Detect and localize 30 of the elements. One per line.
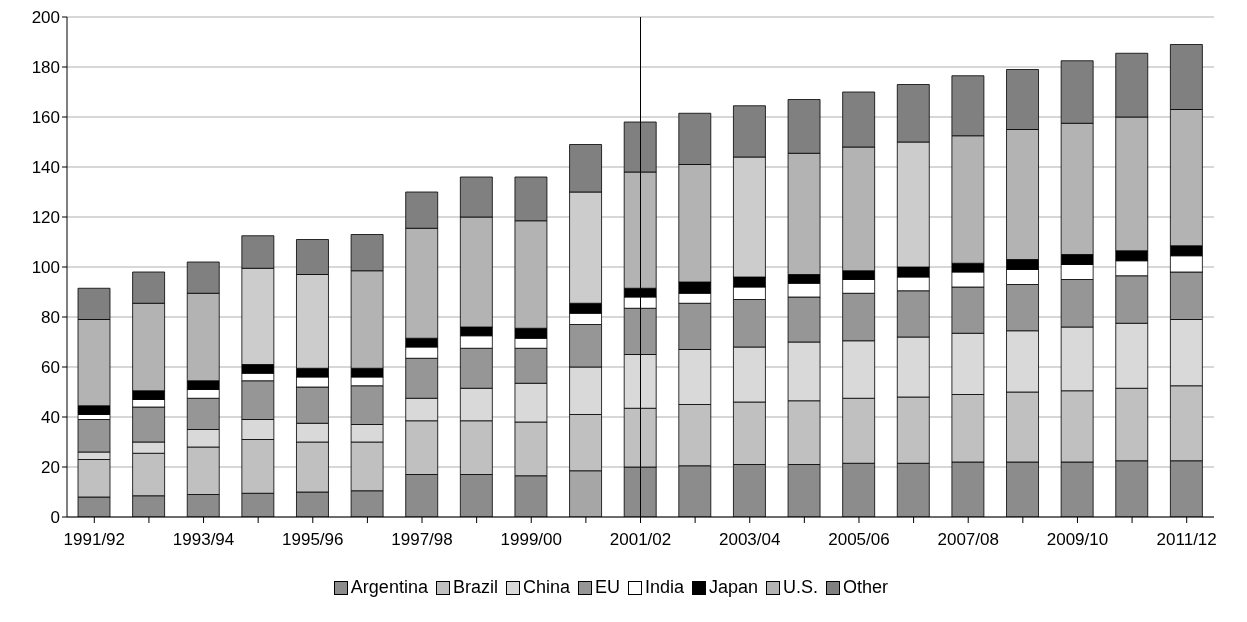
y-tick-label: 0 xyxy=(50,508,60,528)
y-tick-label: 140 xyxy=(31,158,60,178)
y-tick-label: 160 xyxy=(31,108,60,128)
x-tick-label: 2005/06 xyxy=(828,530,890,550)
x-tick-label: 1999/00 xyxy=(500,530,562,550)
legend-label: Japan xyxy=(709,577,759,598)
x-tick-label: 2003/04 xyxy=(719,530,781,550)
y-tick-label: 120 xyxy=(31,208,60,228)
y-tick-label: 200 xyxy=(31,8,60,28)
y-tick-label: 20 xyxy=(41,458,60,478)
x-tick-label: 1995/96 xyxy=(282,530,344,550)
y-tick-label: 100 xyxy=(31,258,60,278)
x-tick-label: 2001/02 xyxy=(609,530,672,550)
legend-label: India xyxy=(644,577,685,598)
x-tick-label: 2011/12 xyxy=(1156,530,1217,550)
y-tick-label: 80 xyxy=(41,308,60,328)
x-tick-label: 2009/10 xyxy=(1046,530,1109,550)
legend-label: Argentina xyxy=(350,577,428,598)
y-tick-label: 60 xyxy=(41,358,60,378)
x-tick-label: 2007/08 xyxy=(937,530,999,550)
legend-label: Other xyxy=(843,577,889,598)
x-tick-label: 1993/94 xyxy=(172,530,235,550)
x-tick-label: 1997/98 xyxy=(391,530,453,550)
legend-label: China xyxy=(522,577,570,598)
legend-label: U.S. xyxy=(783,577,819,598)
x-tick-label: 1991/92 xyxy=(63,530,126,550)
legend-label: EU xyxy=(594,577,620,598)
legend-label: Brazil xyxy=(452,577,498,598)
y-tick-label: 40 xyxy=(41,408,60,428)
y-tick-label: 180 xyxy=(31,58,60,78)
